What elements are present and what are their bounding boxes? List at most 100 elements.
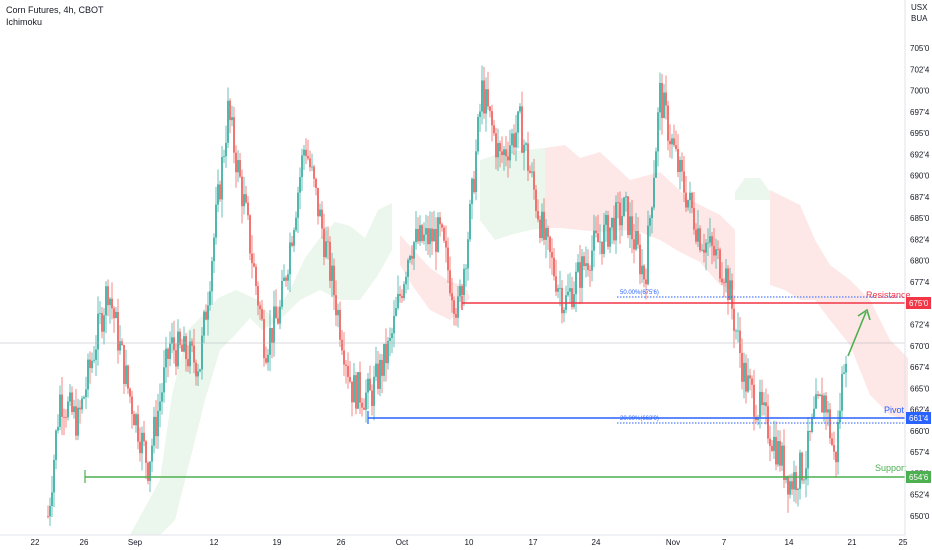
candle-body: [615, 202, 617, 241]
candle-body: [397, 293, 399, 309]
candle-body: [409, 256, 411, 261]
candle-body: [231, 117, 233, 121]
candle-body: [461, 286, 463, 295]
candle-body: [809, 430, 811, 432]
candle-body: [205, 311, 207, 320]
candle-body: [563, 309, 565, 314]
candle-body: [403, 284, 405, 299]
candle-body: [555, 276, 557, 292]
x-tick-label: 26: [337, 538, 346, 547]
candle-body: [801, 452, 803, 481]
candle-body: [775, 436, 777, 465]
candle-body: [553, 257, 555, 277]
candle-body: [175, 350, 177, 367]
candle-body: [283, 277, 285, 281]
candle-body: [587, 263, 589, 271]
candle-body: [285, 277, 287, 281]
candle-body: [601, 241, 603, 254]
candle-body: [293, 230, 295, 246]
candle-body: [399, 293, 401, 296]
candle-body: [115, 311, 117, 319]
x-tick-label: 25: [899, 538, 908, 547]
candle-body: [567, 291, 569, 296]
candle-body: [641, 265, 643, 275]
candle-body: [751, 378, 753, 385]
candle-body: [125, 365, 127, 384]
candle-body: [683, 171, 685, 193]
y-tick-label: 685'0: [910, 214, 930, 223]
cloud-bullish-lower: [130, 203, 392, 535]
candle-body: [297, 192, 299, 218]
candle-body: [671, 138, 673, 145]
candle-body: [387, 340, 389, 364]
candle-body: [81, 398, 83, 410]
candle-body: [371, 390, 373, 406]
candle-body: [619, 202, 621, 226]
candle-body: [509, 145, 511, 161]
resistance-badge-text: 675'0: [909, 299, 929, 308]
candle-body: [189, 341, 191, 367]
candle-body: [51, 492, 53, 506]
candle-body: [279, 306, 281, 324]
candle-body: [75, 406, 77, 436]
y-axis-ticks: 705'0 702'4 700'0 697'4 695'0 692'4 690'0 687'4…: [910, 44, 930, 521]
candle-body: [505, 149, 507, 157]
candle-body: [519, 106, 521, 112]
candle-body: [69, 392, 71, 402]
candle-body: [401, 295, 403, 299]
candle-body: [767, 406, 769, 439]
candle-body: [541, 211, 543, 239]
x-tick-label: 26: [80, 538, 89, 547]
candle-body: [53, 459, 55, 493]
y-tick-label: 662'4: [910, 406, 930, 415]
candle-body: [805, 468, 807, 480]
candle-body: [133, 414, 135, 426]
candle-body: [689, 192, 691, 201]
ichimoku-cloud: [130, 145, 908, 535]
candle-body: [63, 416, 65, 418]
candle-body: [91, 360, 93, 369]
arrow-up-icon: [847, 308, 871, 357]
candle-body: [723, 282, 725, 284]
candle-body: [315, 178, 317, 188]
candle-body: [545, 227, 547, 240]
candle-body: [525, 143, 527, 145]
x-tick-label: 7: [722, 538, 727, 547]
candle-body: [155, 416, 157, 437]
candle-body: [585, 263, 587, 267]
candle-body: [141, 432, 143, 454]
cloud-bearish-right: [770, 190, 908, 420]
candle-body: [163, 367, 165, 393]
candle-body: [219, 184, 221, 200]
candle-body: [101, 313, 103, 332]
candle-body: [365, 392, 367, 410]
candle-body: [815, 394, 817, 409]
candle-body: [119, 341, 121, 351]
candle-body: [305, 149, 307, 157]
candle-body: [477, 116, 479, 152]
candle-body: [169, 343, 171, 359]
candle-body: [199, 369, 201, 372]
y-tick-label: 672'4: [910, 321, 930, 330]
candle-body: [437, 217, 439, 252]
candle-body: [543, 211, 545, 240]
candle-body: [469, 203, 471, 240]
candle-body: [319, 209, 321, 217]
candle-body: [559, 287, 561, 289]
candle-body: [739, 330, 741, 353]
candle-body: [433, 229, 435, 242]
candle-body: [663, 92, 665, 119]
candle-body: [113, 308, 115, 319]
candle-body: [735, 330, 737, 332]
candle-body: [471, 178, 473, 204]
candle-body: [299, 177, 301, 193]
candle-body: [455, 313, 457, 318]
candle-body: [239, 160, 241, 177]
candle-body: [301, 155, 303, 178]
candle-body: [171, 337, 173, 344]
candle-body: [253, 263, 255, 267]
candle-body: [49, 505, 51, 517]
candle-body: [389, 338, 391, 341]
candle-body: [159, 401, 161, 411]
